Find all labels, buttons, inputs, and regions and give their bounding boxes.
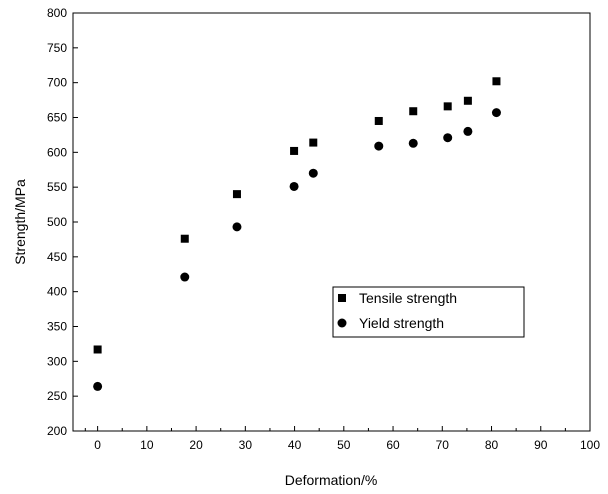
y-tick-label: 400 [47,285,67,299]
tensile-strength-point [463,96,472,105]
y-tick-label: 600 [47,145,67,159]
tensile-strength-point [180,234,189,243]
y-tick-label: 800 [47,6,67,20]
x-tick-label: 40 [288,438,302,452]
x-axis-ticks: 0 10 20 30 40 50 60 70 80 90 100 [84,426,600,452]
x-axis-title: Deformation/% [285,472,378,488]
x-tick-label: 80 [485,438,499,452]
yield-strength-point [308,168,318,178]
yield-strength-point [408,138,418,148]
y-tick-label: 750 [47,41,67,55]
yield-strength-point [374,141,384,151]
tensile-strength-point [409,107,418,116]
data-points [93,77,501,391]
tensile-strength-point [374,116,383,125]
yield-strength-point [463,126,473,136]
y-tick-label: 300 [47,354,67,368]
y-tick-label: 700 [47,76,67,90]
legend: Tensile strength Yield strength [332,286,525,338]
x-tick-label: 70 [436,438,450,452]
y-tick-label: 350 [47,320,67,334]
x-tick-label: 50 [337,438,351,452]
legend-label-yield: Yield strength [359,315,444,331]
y-tick-label: 200 [47,424,67,438]
tensile-strength-point [443,102,452,111]
x-tick-label: 90 [534,438,548,452]
plot-frame [72,12,591,432]
y-tick-label: 650 [47,111,67,125]
yield-strength-point [491,108,501,118]
legend-circle-marker [337,318,347,328]
y-tick-label: 250 [47,389,67,403]
legend-box [332,286,525,338]
x-tick-label: 0 [94,438,101,452]
tensile-strength-point [290,146,299,155]
x-tick-label: 60 [386,438,400,452]
y-axis-ticks: 200 250 300 350 400 450 500 550 600 650 700 750 800 [47,6,78,438]
y-axis-title: Strength/MPa [12,179,28,265]
yield-strength-point [443,133,453,143]
x-tick-label: 20 [189,438,203,452]
yield-strength-point [93,381,103,391]
yield-strength-point [232,222,242,232]
tensile-strength-point [232,190,241,199]
tensile-strength-point [309,138,318,147]
legend-label-tensile: Tensile strength [359,290,457,306]
x-tick-label: 30 [239,438,253,452]
x-tick-label: 10 [140,438,154,452]
x-tick-label: 100 [580,438,600,452]
yield-strength-point [180,272,190,282]
y-tick-label: 500 [47,215,67,229]
tensile-strength-point [492,77,501,86]
tensile-strength-point [93,345,102,354]
legend-square-marker [338,294,346,302]
yield-strength-point [289,181,299,191]
y-tick-label: 450 [47,250,67,264]
y-tick-label: 550 [47,180,67,194]
